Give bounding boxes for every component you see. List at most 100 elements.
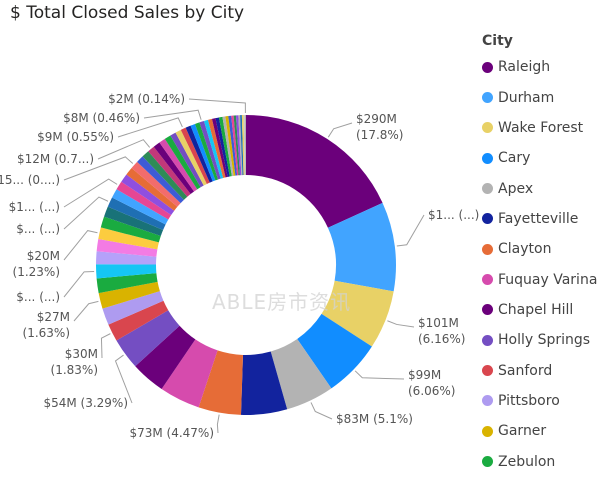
data-label-cary: $99M (6.06%) xyxy=(408,368,455,398)
legend-label: Chapel Hill xyxy=(498,301,574,318)
legend-label: Sanford xyxy=(498,362,553,379)
slice-other-6[interactable] xyxy=(104,206,164,236)
legend-label: Zebulon xyxy=(498,453,556,470)
slice-apex[interactable] xyxy=(270,339,332,410)
legend-item-durham[interactable]: Durham xyxy=(482,82,604,112)
watermark: ABLE房市资讯 xyxy=(212,290,352,314)
legend: City Raleigh Durham Wake Forest Cary Apex Fay… xyxy=(482,30,604,477)
slice-wake-forest[interactable] xyxy=(321,280,394,347)
slice-other-15[interactable] xyxy=(148,146,191,197)
slice-other-5[interactable] xyxy=(100,216,161,243)
slice-cary[interactable] xyxy=(297,313,372,389)
slice-other-33[interactable] xyxy=(228,115,238,176)
legend-item-fuquay-varina[interactable]: Fuquay Varina xyxy=(482,264,604,294)
legend-marker xyxy=(482,61,493,73)
legend-item-zebulon[interactable]: Zebulon xyxy=(482,446,604,476)
legend-marker xyxy=(482,213,493,225)
slice-other-20[interactable] xyxy=(175,129,207,186)
legend-item-wake-forest[interactable]: Wake Forest xyxy=(482,113,604,143)
slice-durham[interactable] xyxy=(327,202,396,292)
legend-label: Fuquay Varina xyxy=(498,271,598,288)
slice-pittsboro[interactable] xyxy=(102,291,164,325)
slice-other-19[interactable] xyxy=(170,132,204,188)
legend-label: Holly Springs xyxy=(498,332,591,349)
slice-other-21[interactable] xyxy=(180,127,210,184)
chart-title: $ Total Closed Sales by City xyxy=(10,3,245,23)
slice-other-2[interactable] xyxy=(96,251,157,265)
legend-item-fayetteville[interactable]: Fayetteville xyxy=(482,204,604,234)
legend-label: Clayton xyxy=(498,241,552,258)
leader-line xyxy=(63,230,98,261)
slice-other-41[interactable] xyxy=(244,115,246,176)
slice-other-39[interactable] xyxy=(241,115,245,176)
slice-clayton[interactable] xyxy=(198,350,243,415)
slice-other-23[interactable] xyxy=(190,123,216,182)
slice-other-17[interactable] xyxy=(159,138,198,192)
data-label-apex: $83M (5.1%) xyxy=(336,412,413,426)
leader-line xyxy=(63,196,109,230)
slice-other-22[interactable] xyxy=(185,125,213,183)
slice-other-11[interactable] xyxy=(126,168,178,211)
legend-item-chapel-hill[interactable]: Chapel Hill xyxy=(482,295,604,325)
data-label-other-41: $2M (0.14%) xyxy=(108,92,185,106)
slice-other-37[interactable] xyxy=(238,115,243,176)
slice-other-7[interactable] xyxy=(107,197,166,231)
slice-other-35[interactable] xyxy=(233,115,240,176)
slice-other-1[interactable] xyxy=(96,264,157,279)
leader-line xyxy=(310,402,333,420)
slice-other-38[interactable] xyxy=(240,115,244,176)
slice-other-30[interactable] xyxy=(218,116,232,177)
slice-other-31[interactable] xyxy=(222,116,234,177)
slice-other-27[interactable] xyxy=(207,118,226,178)
slice-other-24[interactable] xyxy=(194,122,219,181)
slice-other-9[interactable] xyxy=(116,181,172,220)
slice-other-25[interactable] xyxy=(199,121,221,180)
legend-item-garner[interactable]: Garner xyxy=(482,416,604,446)
slice-other-16[interactable] xyxy=(153,142,195,195)
slice-other-14[interactable] xyxy=(142,151,188,200)
data-label-wake-forest: $101M (6.16%) xyxy=(418,316,465,346)
legend-item-holly-springs[interactable]: Holly Springs xyxy=(482,325,604,355)
legend-marker xyxy=(482,243,493,255)
leader-line xyxy=(396,214,425,247)
slice-garner[interactable] xyxy=(98,281,160,309)
slice-zebulon[interactable] xyxy=(96,273,158,294)
legend-marker xyxy=(482,152,493,164)
slice-other-13[interactable] xyxy=(137,156,184,204)
slice-other-28[interactable] xyxy=(211,118,228,178)
legend-item-pittsboro[interactable]: Pittsboro xyxy=(482,386,604,416)
slice-other-40[interactable] xyxy=(243,115,246,176)
slice-other-12[interactable] xyxy=(131,161,181,207)
legend-item-clayton[interactable]: Clayton xyxy=(482,234,604,264)
slice-chapel-hill[interactable] xyxy=(135,325,196,390)
legend-item-apex[interactable]: Apex xyxy=(482,173,604,203)
data-label-raleigh: $290M (17.8%) xyxy=(356,112,403,142)
slice-other-29[interactable] xyxy=(215,117,230,177)
data-label-other-25: $8M (0.46%) xyxy=(63,111,140,125)
slice-other-26[interactable] xyxy=(203,119,224,179)
slice-other-4[interactable] xyxy=(98,227,159,250)
slice-other-10[interactable] xyxy=(121,174,175,216)
slice-holly-springs[interactable] xyxy=(116,310,180,367)
legend-marker xyxy=(482,365,493,377)
slice-other-8[interactable] xyxy=(112,189,169,225)
slice-sanford[interactable] xyxy=(108,300,169,341)
legend-marker xyxy=(482,183,493,195)
legend-item-cary[interactable]: Cary xyxy=(482,143,604,173)
legend-title: City xyxy=(482,33,513,49)
slice-fuquay-varina[interactable] xyxy=(161,339,218,408)
legend-item-raleigh[interactable]: Raleigh xyxy=(482,52,604,82)
slice-other-32[interactable] xyxy=(225,116,236,176)
slice-other-34[interactable] xyxy=(231,115,239,176)
slice-other-36[interactable] xyxy=(235,115,242,176)
legend-label: Garner xyxy=(498,423,547,440)
legend-label: Pittsboro xyxy=(498,392,560,409)
data-label-other-21: $9M (0.55%) xyxy=(37,130,114,144)
slice-other-3[interactable] xyxy=(96,238,158,257)
legend-item-sanford[interactable]: Sanford xyxy=(482,355,604,385)
slice-other-18[interactable] xyxy=(164,135,201,190)
legend-marker xyxy=(482,304,493,316)
slice-raleigh[interactable] xyxy=(246,115,383,228)
slice-fayetteville[interactable] xyxy=(240,351,288,416)
